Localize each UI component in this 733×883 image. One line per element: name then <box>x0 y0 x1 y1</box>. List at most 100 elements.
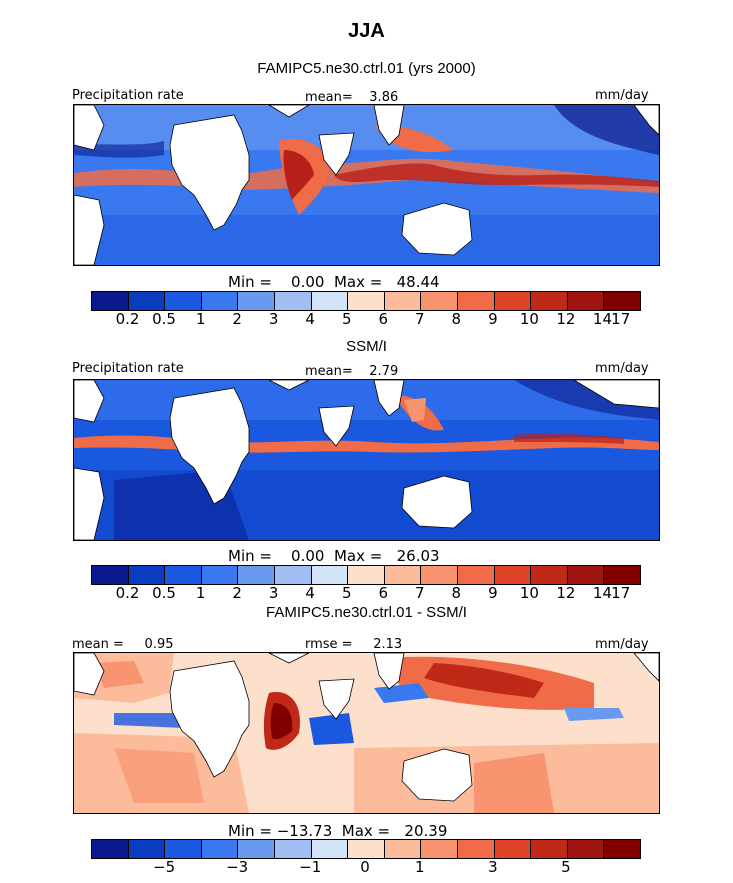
colorbar-tick-label: 7 <box>415 310 425 328</box>
panel3-mean-label: mean = 0.95 <box>72 637 174 652</box>
colorbar-tick-label: 1 <box>195 584 206 602</box>
panel2-map <box>73 379 660 541</box>
panel1-map <box>73 104 660 266</box>
colorbar-swatch <box>238 292 275 310</box>
colorbar-swatch <box>531 292 568 310</box>
colorbar-swatch <box>165 840 202 858</box>
colorbar-swatch <box>348 292 385 310</box>
panel3-rmse-label: rmse = 2.13 <box>305 637 403 652</box>
colorbar-tick-label: −5 <box>153 858 176 876</box>
colorbar-swatch <box>165 566 202 584</box>
colorbar-swatch <box>311 840 349 858</box>
colorbar-swatch <box>92 292 129 310</box>
colorbar-tick-label: 14 <box>592 310 612 328</box>
panel2-map-svg <box>74 380 659 540</box>
colorbar-tick-label: 6 <box>378 584 389 602</box>
panel2-colorbar-ticks: 0.2 0.5 1 2 3 4 5 6 7 8 9 10 12 14 17 <box>0 584 733 604</box>
colorbar-swatch <box>384 566 422 584</box>
colorbar-tick-label: 0.2 <box>115 310 140 328</box>
colorbar-tick-label: 1 <box>195 310 206 328</box>
colorbar-tick-label: 3 <box>268 310 279 328</box>
colorbar-swatch <box>274 840 312 858</box>
colorbar-swatch <box>567 566 605 584</box>
panel3-colorbar <box>91 839 641 859</box>
colorbar-tick-label: 4 <box>305 584 315 602</box>
colorbar-swatch <box>494 566 532 584</box>
colorbar-swatch <box>604 292 640 310</box>
panel1-title: FAMIPC5.ne30.ctrl.01 (yrs 2000) <box>257 60 476 77</box>
colorbar-swatch <box>567 840 605 858</box>
colorbar-tick-label: 9 <box>488 310 498 328</box>
colorbar-swatch <box>128 566 166 584</box>
colorbar-swatch <box>421 840 458 858</box>
colorbar-swatch <box>348 840 385 858</box>
panel1-units-label: mm/day <box>595 88 649 103</box>
panel2-left-label: Precipitation rate <box>72 361 184 376</box>
colorbar-tick-label: 3 <box>488 858 498 876</box>
colorbar-swatch <box>128 292 166 310</box>
colorbar-tick-label: 17 <box>611 584 631 602</box>
panel1-colorbar <box>91 291 641 311</box>
colorbar-tick-label: −3 <box>226 858 249 876</box>
colorbar-swatch <box>457 292 495 310</box>
colorbar-tick-label: 9 <box>488 584 498 602</box>
colorbar-swatch <box>92 840 129 858</box>
colorbar-swatch <box>201 840 239 858</box>
colorbar-swatch <box>92 566 129 584</box>
colorbar-tick-label: −1 <box>299 858 322 876</box>
colorbar-swatch <box>604 566 640 584</box>
colorbar-swatch <box>421 292 458 310</box>
panel1-minmax: Min = 0.00 Max = 48.44 <box>228 273 440 291</box>
panel2-title: SSM/I <box>346 338 387 355</box>
colorbar-tick-label: 6 <box>378 310 389 328</box>
colorbar-tick-label: 8 <box>451 584 462 602</box>
colorbar-tick-label: 14 <box>592 584 612 602</box>
colorbar-swatch <box>457 566 495 584</box>
colorbar-swatch <box>311 566 349 584</box>
colorbar-tick-label: 2 <box>232 584 242 602</box>
panel2-colorbar <box>91 565 641 585</box>
colorbar-swatch <box>311 292 349 310</box>
season-title: JJA <box>348 20 385 42</box>
colorbar-tick-label: 12 <box>556 584 576 602</box>
colorbar-tick-label: 2 <box>232 310 242 328</box>
colorbar-tick-label: 10 <box>519 584 539 602</box>
colorbar-tick-label: 3 <box>268 584 279 602</box>
colorbar-tick-label: 5 <box>561 858 571 876</box>
colorbar-swatch <box>274 292 312 310</box>
colorbar-tick-label: 1 <box>415 858 425 876</box>
colorbar-swatch <box>201 566 239 584</box>
colorbar-swatch <box>567 292 605 310</box>
colorbar-swatch <box>384 840 422 858</box>
colorbar-tick-label: 4 <box>305 310 315 328</box>
colorbar-tick-label: 7 <box>415 584 425 602</box>
panel1-colorbar-ticks: 0.2 0.5 1 2 3 4 5 6 7 8 9 10 12 14 17 <box>0 310 733 330</box>
colorbar-tick-label: 0.5 <box>152 310 176 328</box>
panel3-colorbar-ticks: −5 −3 −1 0 1 3 5 <box>0 858 733 878</box>
colorbar-swatch <box>421 566 458 584</box>
colorbar-swatch <box>274 566 312 584</box>
panel2-units-label: mm/day <box>595 361 649 376</box>
panel1-left-label: Precipitation rate <box>72 88 184 103</box>
colorbar-swatch <box>494 840 532 858</box>
colorbar-swatch <box>384 292 422 310</box>
colorbar-tick-label: 0 <box>360 858 370 876</box>
colorbar-tick-label: 10 <box>519 310 539 328</box>
colorbar-swatch <box>531 566 568 584</box>
panel3-minmax: Min = −13.73 Max = 20.39 <box>228 822 448 840</box>
colorbar-swatch <box>457 840 495 858</box>
colorbar-swatch <box>604 840 640 858</box>
panel3-title: FAMIPC5.ne30.ctrl.01 - SSM/I <box>266 604 467 621</box>
colorbar-swatch <box>165 292 202 310</box>
colorbar-tick-label: 5 <box>341 584 352 602</box>
colorbar-tick-label: 8 <box>451 310 462 328</box>
colorbar-tick-label: 5 <box>341 310 352 328</box>
panel3-map-svg <box>74 653 659 813</box>
panel3-units-label: mm/day <box>595 637 649 652</box>
colorbar-swatch <box>348 566 385 584</box>
colorbar-swatch <box>201 292 239 310</box>
colorbar-tick-label: 0.2 <box>115 584 140 602</box>
panel1-mean-label: mean= 3.86 <box>305 90 399 105</box>
panel2-minmax: Min = 0.00 Max = 26.03 <box>228 547 440 565</box>
colorbar-swatch <box>238 840 275 858</box>
